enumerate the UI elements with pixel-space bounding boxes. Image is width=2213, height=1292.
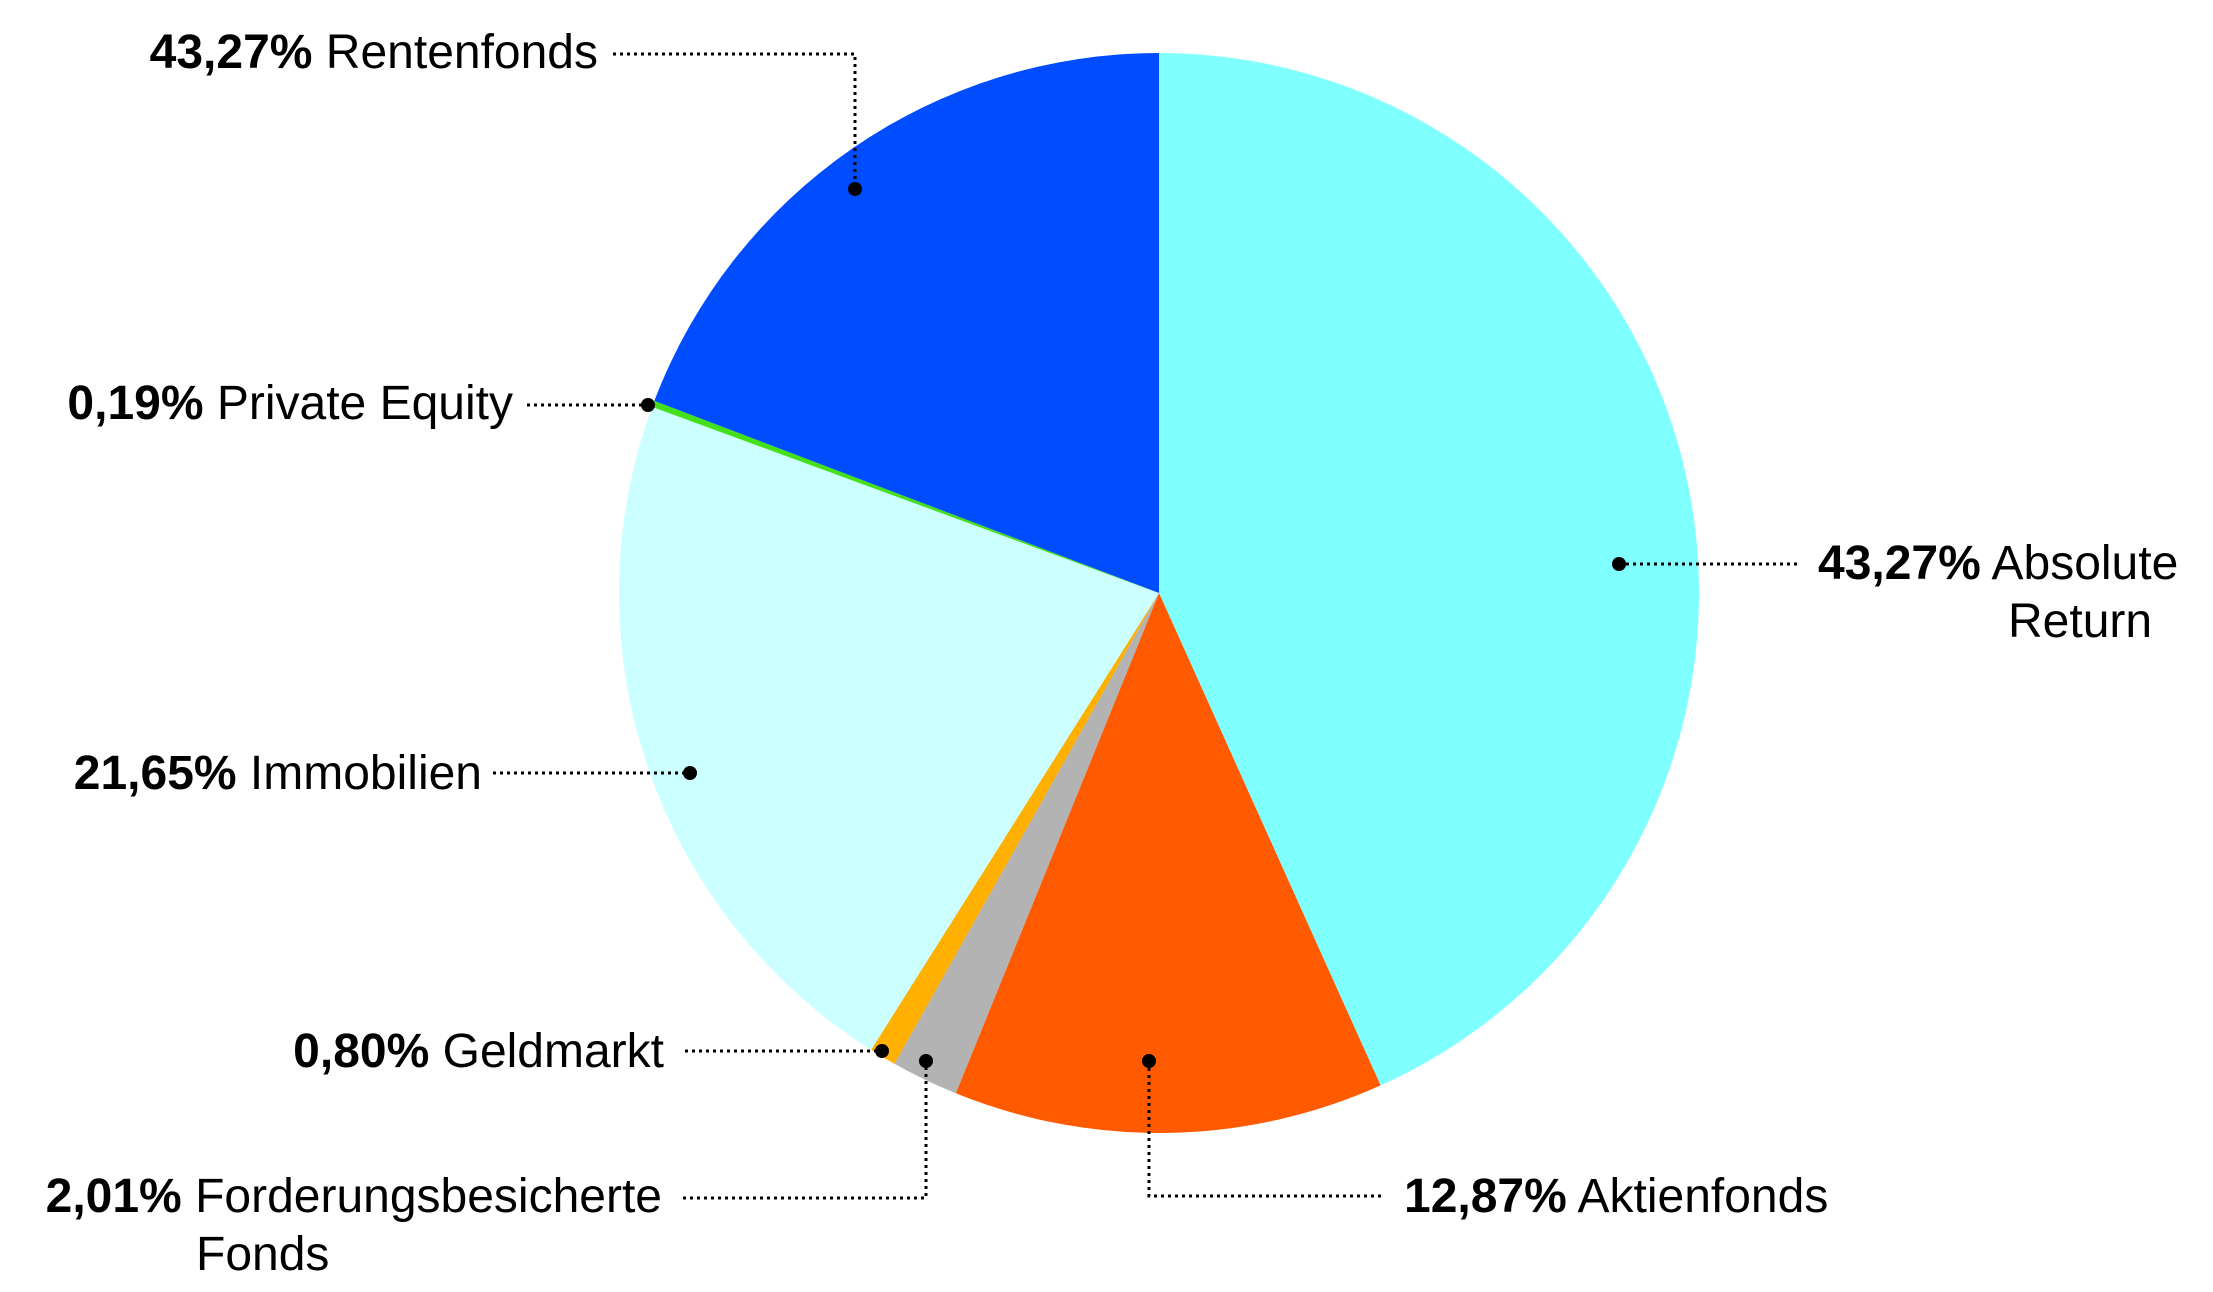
label-value: 2,01% xyxy=(46,1170,182,1223)
pie-slice-rentenfonds xyxy=(654,53,1159,593)
label-name: Forderungsbesicherte xyxy=(195,1170,662,1223)
leader-dot-forderungsbesicherte xyxy=(919,1054,933,1068)
label-forderungsbesicherte-line2: Fonds xyxy=(196,1228,329,1281)
leader-line-rentenfonds xyxy=(613,52,857,189)
label-absolute-return-line2: Return xyxy=(2008,595,2152,648)
label-value: 21,65% xyxy=(74,747,237,800)
label-absolute-return: 43,27% Absolute xyxy=(1818,537,2178,590)
label-forderungsbesicherte: 2,01% Forderungsbesicherte xyxy=(46,1170,662,1223)
label-name: Rentenfonds xyxy=(326,26,598,79)
pie-slice-forderungsbesicherte-fonds xyxy=(894,593,1159,1094)
label-value: 43,27% xyxy=(1818,537,1981,590)
leader-dot-immobilien xyxy=(683,766,697,780)
leader-lines xyxy=(493,52,1801,1200)
label-private-equity: 0,19% Private Equity xyxy=(67,377,513,430)
pie-slice-geldmarkt xyxy=(871,593,1159,1064)
pie-slice-aktienfonds xyxy=(955,593,1381,1134)
label-name: Absolute xyxy=(1991,537,2178,590)
label-name: Aktienfonds xyxy=(1577,1170,1828,1223)
label-value: 0,80% xyxy=(293,1025,429,1078)
label-geldmarkt: 0,80% Geldmarkt xyxy=(293,1025,664,1078)
leader-dot-private-equity xyxy=(641,398,655,412)
label-value: 12,87% xyxy=(1404,1170,1567,1223)
leader-line-aktienfonds xyxy=(1147,1061,1383,1198)
leader-line-forderungsbesicherte xyxy=(683,1061,928,1200)
leader-dot-geldmarkt xyxy=(875,1044,889,1058)
pie-slices xyxy=(618,53,1700,1134)
label-aktienfonds: 12,87% Aktienfonds xyxy=(1404,1170,1828,1223)
leader-dot-absolute-return xyxy=(1612,557,1626,571)
label-name: Immobilien xyxy=(250,747,482,800)
label-name: Private Equity xyxy=(217,377,513,430)
pie-slice-immobilien xyxy=(618,406,1159,1050)
pie-slice-absolute-return xyxy=(1159,53,1700,1086)
leader-dot-aktienfonds xyxy=(1142,1054,1156,1068)
label-value: 43,27% xyxy=(150,26,313,79)
pie-slice-private-equity xyxy=(652,400,1159,593)
leader-dot-rentenfonds xyxy=(848,182,862,196)
label-immobilien: 21,65% Immobilien xyxy=(74,747,482,800)
label-value: 0,19% xyxy=(67,377,203,430)
label-rentenfonds: 43,27% Rentenfonds xyxy=(150,26,598,79)
label-name: Geldmarkt xyxy=(443,1025,664,1078)
